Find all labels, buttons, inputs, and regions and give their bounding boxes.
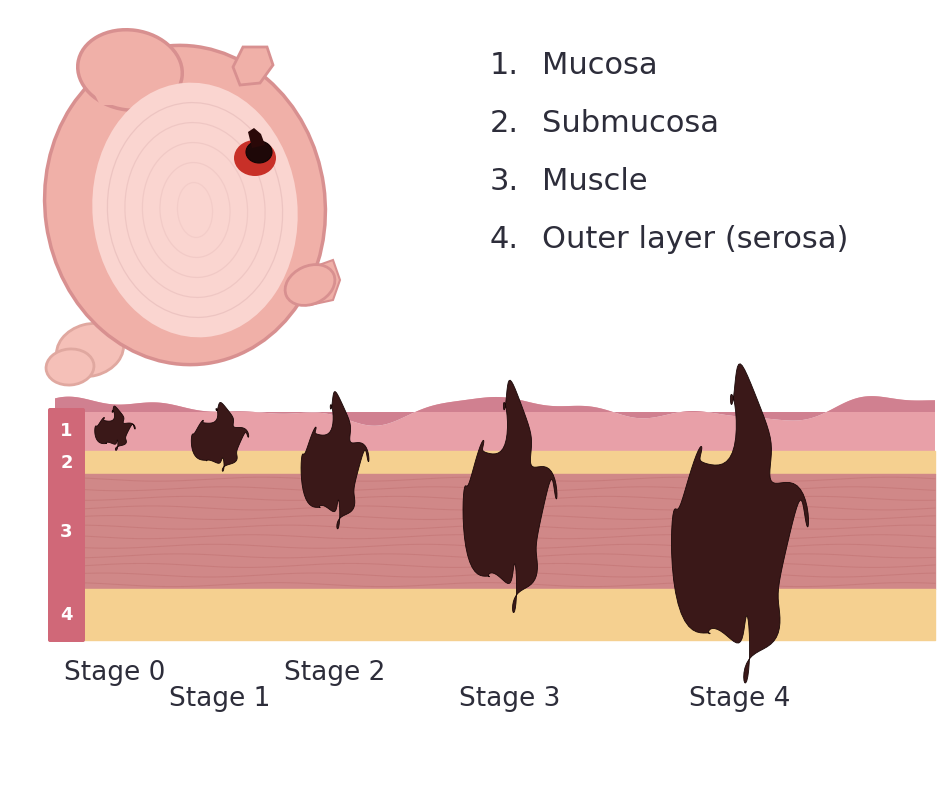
Text: 3: 3: [61, 523, 73, 541]
Polygon shape: [55, 396, 935, 426]
Ellipse shape: [285, 265, 335, 305]
Ellipse shape: [234, 140, 276, 176]
Ellipse shape: [92, 83, 298, 337]
Text: Stage 3: Stage 3: [460, 686, 560, 712]
Ellipse shape: [46, 349, 94, 385]
Text: Stage 0: Stage 0: [64, 660, 166, 686]
Polygon shape: [248, 128, 265, 148]
Ellipse shape: [78, 29, 182, 111]
Ellipse shape: [246, 141, 272, 163]
Polygon shape: [671, 364, 809, 683]
Text: Muscle: Muscle: [542, 166, 647, 196]
Ellipse shape: [57, 324, 123, 377]
Polygon shape: [191, 402, 248, 471]
Text: Stage 2: Stage 2: [284, 660, 386, 686]
Polygon shape: [90, 60, 165, 105]
Text: Stage 1: Stage 1: [170, 686, 271, 712]
Ellipse shape: [45, 45, 325, 365]
Text: 1: 1: [61, 421, 73, 440]
Text: 4.: 4.: [490, 224, 519, 254]
Polygon shape: [55, 396, 935, 452]
FancyBboxPatch shape: [48, 408, 85, 453]
Text: 4: 4: [61, 606, 73, 624]
Text: Mucosa: Mucosa: [542, 51, 658, 80]
Polygon shape: [233, 47, 273, 85]
FancyBboxPatch shape: [48, 588, 85, 642]
Text: 2: 2: [61, 454, 73, 472]
Text: 1.: 1.: [490, 51, 519, 80]
FancyBboxPatch shape: [48, 449, 85, 476]
Text: Submucosa: Submucosa: [542, 108, 719, 138]
Polygon shape: [463, 380, 557, 613]
Text: 3.: 3.: [490, 166, 520, 196]
Text: Stage 4: Stage 4: [689, 686, 791, 712]
FancyBboxPatch shape: [48, 472, 85, 591]
Polygon shape: [300, 260, 340, 305]
Text: 2.: 2.: [490, 108, 519, 138]
Polygon shape: [95, 406, 136, 450]
Polygon shape: [301, 392, 369, 529]
Text: Outer layer (serosa): Outer layer (serosa): [542, 224, 848, 254]
